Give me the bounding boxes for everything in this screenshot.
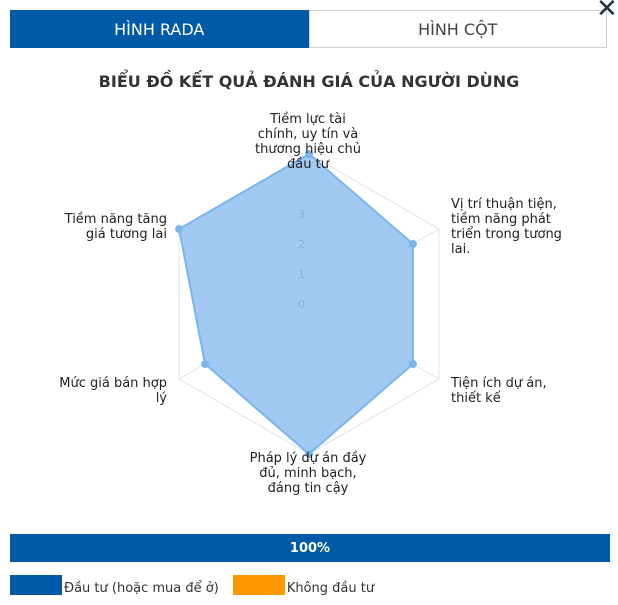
radar-point (305, 450, 313, 458)
legend-swatch-invest (10, 575, 62, 595)
legend-label-not-invest: Không đầu tư (286, 581, 375, 596)
radar-chart: 0123 (175, 150, 440, 458)
tab-column[interactable]: HÌNH CỘT (308, 10, 607, 48)
axis-label-amenities: Tiện ích dự án, thiết kế (451, 376, 547, 406)
legend: Đầu tư (hoặc mua để ở) Không đầu tư (10, 575, 388, 597)
axis-label-price: Mức giá bán hợp lý (59, 376, 167, 406)
chart-tabs: HÌNH RADA HÌNH CỘT (10, 10, 607, 50)
radar-series-area (177, 152, 414, 456)
axis-label-location: Vị trí thuận tiện, tiềm năng phát triển … (451, 197, 562, 257)
progress-label: 100% (289, 540, 331, 556)
axis-label-financial: Tiềm lực tài chính, uy tín và thương hiệ… (255, 112, 361, 172)
radar-point (408, 240, 417, 248)
legend-item-not-invest[interactable]: Không đầu tư (232, 575, 375, 596)
axis-label-legal: Pháp lý dự án đầy đủ, minh bạch, đáng ti… (249, 451, 367, 496)
radar-point (408, 360, 417, 368)
radar-point (175, 225, 184, 233)
tab-radar[interactable]: HÌNH RADA (10, 10, 309, 48)
chart-title: BIỂU ĐỒ KẾT QUẢ ĐÁNH GIÁ CỦA NGƯỜI DÙNG (98, 72, 520, 91)
progress-bar: 100% (10, 534, 610, 562)
legend-label-invest: Đầu tư (hoặc mua để ở) (64, 581, 219, 596)
legend-swatch-not-invest (232, 575, 285, 595)
radar-series (175, 150, 417, 458)
close-icon[interactable]: ✕ (596, 0, 618, 24)
progress-fill (10, 534, 610, 562)
radar-point (201, 360, 210, 368)
axis-label-growth: Tiềm năng tăng giá tương lai (64, 212, 167, 242)
legend-item-invest[interactable]: Đầu tư (hoặc mua để ở) (10, 575, 219, 596)
radar-point (305, 150, 313, 158)
